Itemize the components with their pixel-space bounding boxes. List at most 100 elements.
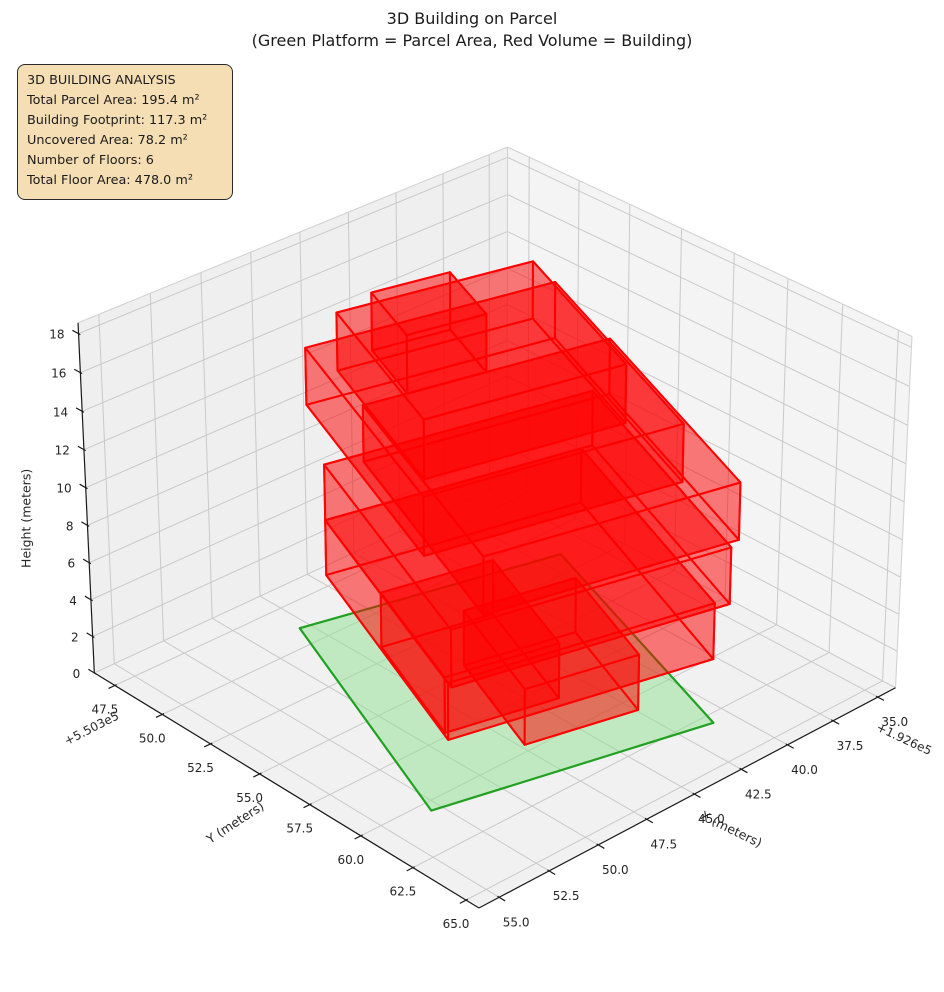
z-gridline-left-wall [88, 375, 508, 564]
x-gridline-wall [149, 293, 165, 641]
x-tick [739, 767, 748, 774]
z-tick-label: 4 [69, 594, 77, 608]
pane-edges [77, 146, 913, 688]
left-pane-top-edge [77, 146, 508, 324]
analysis-info-box: 3D BUILDING ANALYSIS Total Parcel Area: … [17, 64, 233, 200]
x-gridline-floor [163, 640, 550, 872]
y-tick-label: 47.5 [92, 702, 119, 716]
floor-6-face [422, 363, 628, 481]
y-tick [303, 803, 312, 809]
z-tick-label: 18 [49, 328, 64, 342]
chart-title-line1: 3D Building on Parcel [386, 9, 558, 28]
floor-3-face [450, 546, 733, 689]
y-tick [459, 898, 469, 904]
z-gridline-left-wall [92, 446, 508, 637]
x-tick-label: 35.0 [881, 715, 908, 729]
z-tick-label: 8 [66, 519, 74, 533]
x-tick [785, 743, 794, 749]
z-gridline-left-wall [87, 340, 508, 526]
z-tick-label: 16 [51, 367, 66, 381]
y-tick-label: 55.0 [236, 791, 263, 805]
x-tick-label: 52.5 [553, 889, 580, 903]
z-gridline-right-wall [507, 303, 905, 503]
axis-spines [72, 322, 896, 909]
y-tick-label: 57.5 [286, 822, 313, 836]
x-gridline-wall [299, 231, 308, 575]
z-tick [79, 483, 88, 490]
z-gridline-right-wall [506, 375, 901, 578]
z-gridline-right-wall [507, 340, 903, 541]
x-gridline-wall [250, 252, 261, 597]
y-gridline-wall [527, 157, 530, 493]
chart-title: 3D Building on Parcel (Green Platform = … [0, 8, 944, 51]
x-tick-label: 37.5 [837, 739, 864, 753]
z-gridline-left-wall [83, 267, 508, 451]
y-gridline-wall [882, 330, 899, 681]
z-tick [77, 445, 86, 452]
right-wall-pane [507, 147, 912, 688]
info-line-5: Total Floor Area: 478.0 m² [27, 172, 193, 188]
z-axis-spine [77, 322, 95, 673]
x-tick-label: 45.0 [698, 812, 725, 826]
z-tick [86, 632, 95, 639]
x-gridline-wall [200, 272, 213, 619]
z-tick [81, 521, 90, 527]
x-gridline-floor [489, 489, 879, 698]
x-axis-label: X (meters) [698, 808, 764, 851]
x-gridline-wall [395, 192, 401, 532]
chart-title-line2: (Green Platform = Parcel Area, Red Volum… [251, 30, 693, 50]
y-tick-label: 65.0 [443, 917, 470, 931]
z-tick-label: 12 [55, 444, 70, 458]
x-tick [547, 869, 556, 875]
y-gridline-wall [673, 228, 683, 571]
y-tick [354, 834, 363, 840]
building-layer [304, 260, 742, 746]
z-tick [72, 329, 81, 336]
y-tick [155, 713, 165, 718]
x-tick [644, 817, 654, 824]
x-gridline-floor [113, 663, 500, 898]
z-tick [73, 368, 83, 375]
left-wall-pane [78, 147, 508, 673]
right-pane-side-edge [894, 336, 913, 688]
y-gridline-floor [465, 680, 883, 901]
z-tick-label: 2 [71, 630, 79, 644]
info-line-1: Total Parcel Area: 195.4 m² [27, 92, 200, 108]
info-line-3: Uncovered Area: 78.2 m² [27, 132, 188, 148]
y-gridline-wall [575, 180, 580, 519]
x-tick [830, 719, 840, 725]
y-tick-label: 62.5 [390, 885, 417, 899]
y-axis-label: Y (meters) [203, 798, 267, 847]
x-tick-label: 40.0 [791, 763, 818, 777]
ground-floor-a-face [443, 642, 561, 734]
z-tick [82, 558, 92, 565]
z-gridline-right-wall [507, 267, 907, 465]
y-gridline-wall [776, 278, 789, 625]
z-gridline-left-wall [81, 231, 508, 412]
y-axis-spine [94, 672, 480, 909]
z-gridline-right-wall [506, 446, 898, 652]
z-tick-label: 0 [73, 667, 81, 681]
floor-5-face [422, 422, 685, 557]
z-gridline-left-wall [78, 156, 508, 335]
x-tick [692, 792, 701, 799]
y-tick [253, 772, 262, 778]
x-tick-label: 42.5 [745, 787, 772, 801]
info-box-title: 3D BUILDING ANALYSIS [27, 73, 176, 88]
y-gridline-wall [828, 304, 844, 653]
z-gridline-right-wall [507, 194, 910, 387]
floor-2-face [446, 602, 716, 741]
z-tick-label: 14 [53, 405, 68, 419]
z-tick [88, 668, 97, 675]
z-axis-label: Height (meters) [18, 469, 33, 568]
y-tick-label: 52.5 [187, 761, 214, 775]
x-tick-label: 55.0 [503, 915, 530, 929]
x-gridline-wall [98, 314, 115, 664]
y-tick [406, 866, 415, 872]
z-gridline-right-wall [506, 411, 900, 615]
z-tick [84, 595, 93, 602]
z-gridline-left-wall [80, 194, 508, 374]
y-tick [108, 684, 117, 689]
